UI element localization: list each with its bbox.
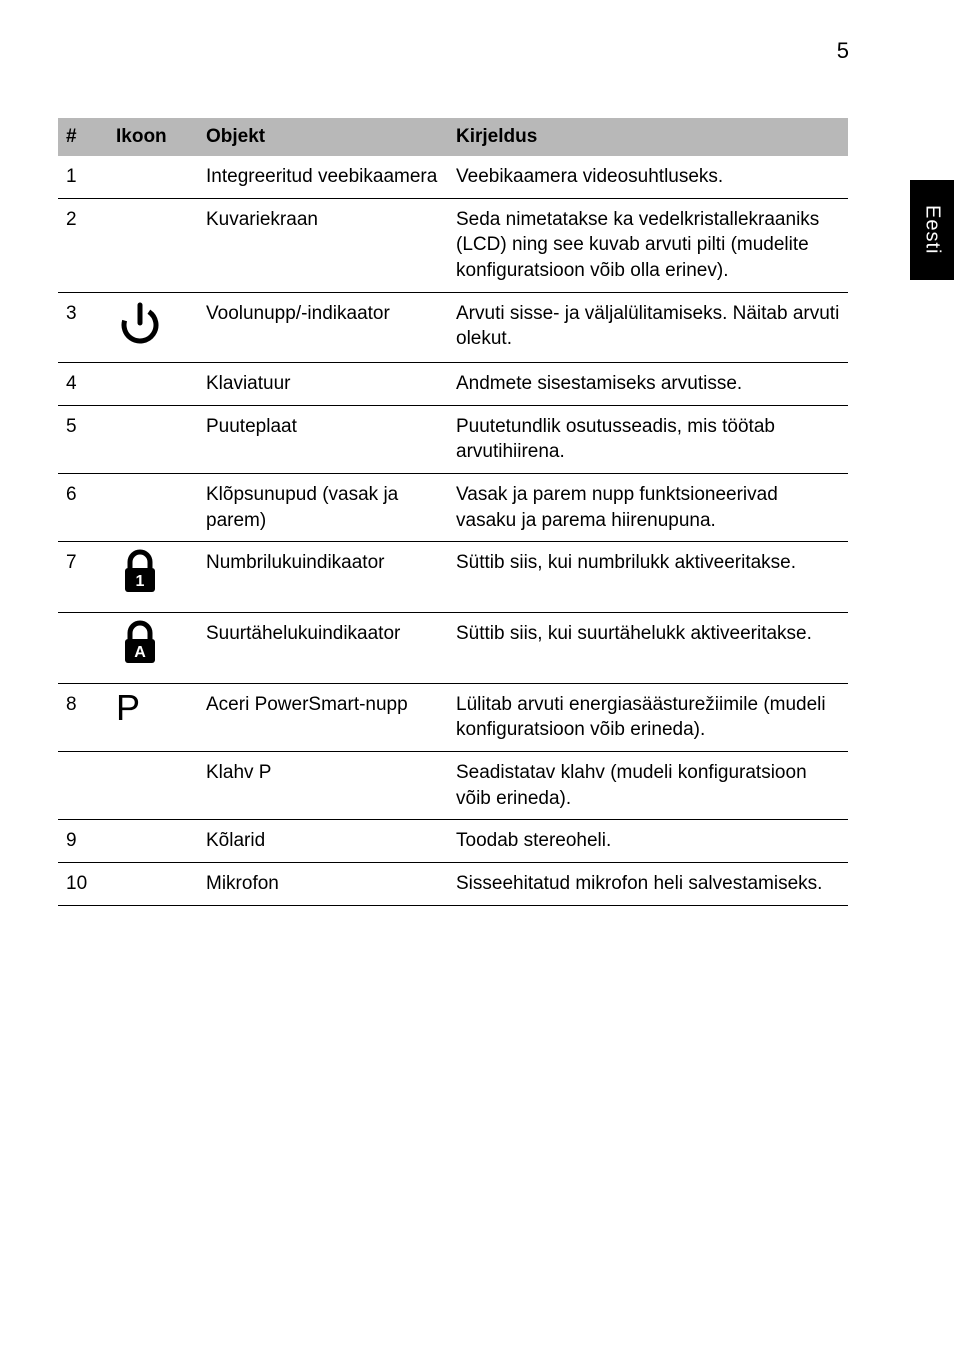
row-icon: P bbox=[108, 683, 198, 751]
row-num: 8 bbox=[58, 683, 108, 751]
row-num: 2 bbox=[58, 198, 108, 292]
components-table: # Ikoon Objekt Kirjeldus 1 Integreeritud… bbox=[58, 118, 848, 906]
numlock-icon: 1 bbox=[116, 548, 164, 596]
power-icon bbox=[116, 299, 164, 347]
row-kirjeldus: Vasak ja parem nupp funktsioneerivad vas… bbox=[448, 474, 848, 542]
language-tab: Eesti bbox=[910, 180, 954, 280]
row-kirjeldus: Süttib siis, kui suurtähelukk aktiveerit… bbox=[448, 613, 848, 684]
table-row: A Suurtähelukuindikaator Süttib siis, ku… bbox=[58, 613, 848, 684]
row-icon bbox=[108, 751, 198, 819]
row-num: 5 bbox=[58, 405, 108, 473]
row-objekt: Numbrilukuindikaator bbox=[198, 542, 448, 613]
row-objekt: Aceri PowerSmart-nupp bbox=[198, 683, 448, 751]
col-header-kirjeldus: Kirjeldus bbox=[448, 118, 848, 156]
row-num bbox=[58, 613, 108, 684]
row-num: 9 bbox=[58, 820, 108, 863]
capslock-icon: A bbox=[116, 619, 164, 667]
col-header-icon: Ikoon bbox=[108, 118, 198, 156]
row-icon: 1 bbox=[108, 542, 198, 613]
table-row: 10 Mikrofon Sisseehitatud mikrofon heli … bbox=[58, 862, 848, 905]
row-objekt: Puuteplaat bbox=[198, 405, 448, 473]
table-row: 2 Kuvariekraan Seda nimetatakse ka vedel… bbox=[58, 198, 848, 292]
row-icon bbox=[108, 862, 198, 905]
page-number: 5 bbox=[837, 38, 849, 64]
row-kirjeldus: Toodab stereoheli. bbox=[448, 820, 848, 863]
language-tab-label: Eesti bbox=[921, 205, 944, 254]
table-row: 8 P Aceri PowerSmart-nupp Lülitab arvuti… bbox=[58, 683, 848, 751]
row-kirjeldus: Veebikaamera videosuhtluseks. bbox=[448, 156, 848, 198]
row-icon bbox=[108, 820, 198, 863]
row-num: 6 bbox=[58, 474, 108, 542]
row-kirjeldus: Andmete sisestamiseks arvutisse. bbox=[448, 363, 848, 406]
row-objekt: Suurtähelukuindikaator bbox=[198, 613, 448, 684]
row-num: 10 bbox=[58, 862, 108, 905]
table-header-row: # Ikoon Objekt Kirjeldus bbox=[58, 118, 848, 156]
row-objekt: Voolunupp/-indikaator bbox=[198, 292, 448, 363]
row-objekt: Mikrofon bbox=[198, 862, 448, 905]
row-icon bbox=[108, 405, 198, 473]
table-row: 4 Klaviatuur Andmete sisestamiseks arvut… bbox=[58, 363, 848, 406]
row-objekt: Klõpsunupud (vasak ja parem) bbox=[198, 474, 448, 542]
row-objekt: Kuvariekraan bbox=[198, 198, 448, 292]
row-kirjeldus: Süttib siis, kui numbrilukk aktiveeritak… bbox=[448, 542, 848, 613]
row-objekt: Kõlarid bbox=[198, 820, 448, 863]
svg-text:1: 1 bbox=[136, 573, 145, 590]
row-kirjeldus: Seda nimetatakse ka vedelkristallekraani… bbox=[448, 198, 848, 292]
table-row: Klahv P Seadistatav klahv (mudeli konfig… bbox=[58, 751, 848, 819]
row-icon bbox=[108, 156, 198, 198]
table-row: 5 Puuteplaat Puutetundlik osutusseadis, … bbox=[58, 405, 848, 473]
table-row: 7 1 Numbrilukuindikaator Süttib siis, ku… bbox=[58, 542, 848, 613]
row-num bbox=[58, 751, 108, 819]
row-kirjeldus: Seadistatav klahv (mudeli konfiguratsioo… bbox=[448, 751, 848, 819]
row-objekt: Klaviatuur bbox=[198, 363, 448, 406]
row-objekt: Integreeritud veebikaamera bbox=[198, 156, 448, 198]
row-kirjeldus: Sisseehitatud mikrofon heli salvestamise… bbox=[448, 862, 848, 905]
svg-text:A: A bbox=[134, 644, 146, 661]
row-icon bbox=[108, 474, 198, 542]
table-row: 1 Integreeritud veebikaamera Veebikaamer… bbox=[58, 156, 848, 198]
p-key-icon: P bbox=[116, 687, 140, 728]
table-row: 6 Klõpsunupud (vasak ja parem) Vasak ja … bbox=[58, 474, 848, 542]
table-row: 3 Voolunupp/-indikaator Arvuti sisse- ja… bbox=[58, 292, 848, 363]
table-row: 9 Kõlarid Toodab stereoheli. bbox=[58, 820, 848, 863]
row-icon: A bbox=[108, 613, 198, 684]
row-kirjeldus: Puutetundlik osutusseadis, mis töötab ar… bbox=[448, 405, 848, 473]
row-num: 4 bbox=[58, 363, 108, 406]
row-num: 1 bbox=[58, 156, 108, 198]
row-num: 7 bbox=[58, 542, 108, 613]
row-objekt: Klahv P bbox=[198, 751, 448, 819]
row-icon bbox=[108, 363, 198, 406]
row-icon bbox=[108, 292, 198, 363]
row-num: 3 bbox=[58, 292, 108, 363]
col-header-objekt: Objekt bbox=[198, 118, 448, 156]
row-kirjeldus: Lülitab arvuti energiasäästurežiimile (m… bbox=[448, 683, 848, 751]
row-icon bbox=[108, 198, 198, 292]
col-header-num: # bbox=[58, 118, 108, 156]
row-kirjeldus: Arvuti sisse- ja väljalülitamiseks. Näit… bbox=[448, 292, 848, 363]
